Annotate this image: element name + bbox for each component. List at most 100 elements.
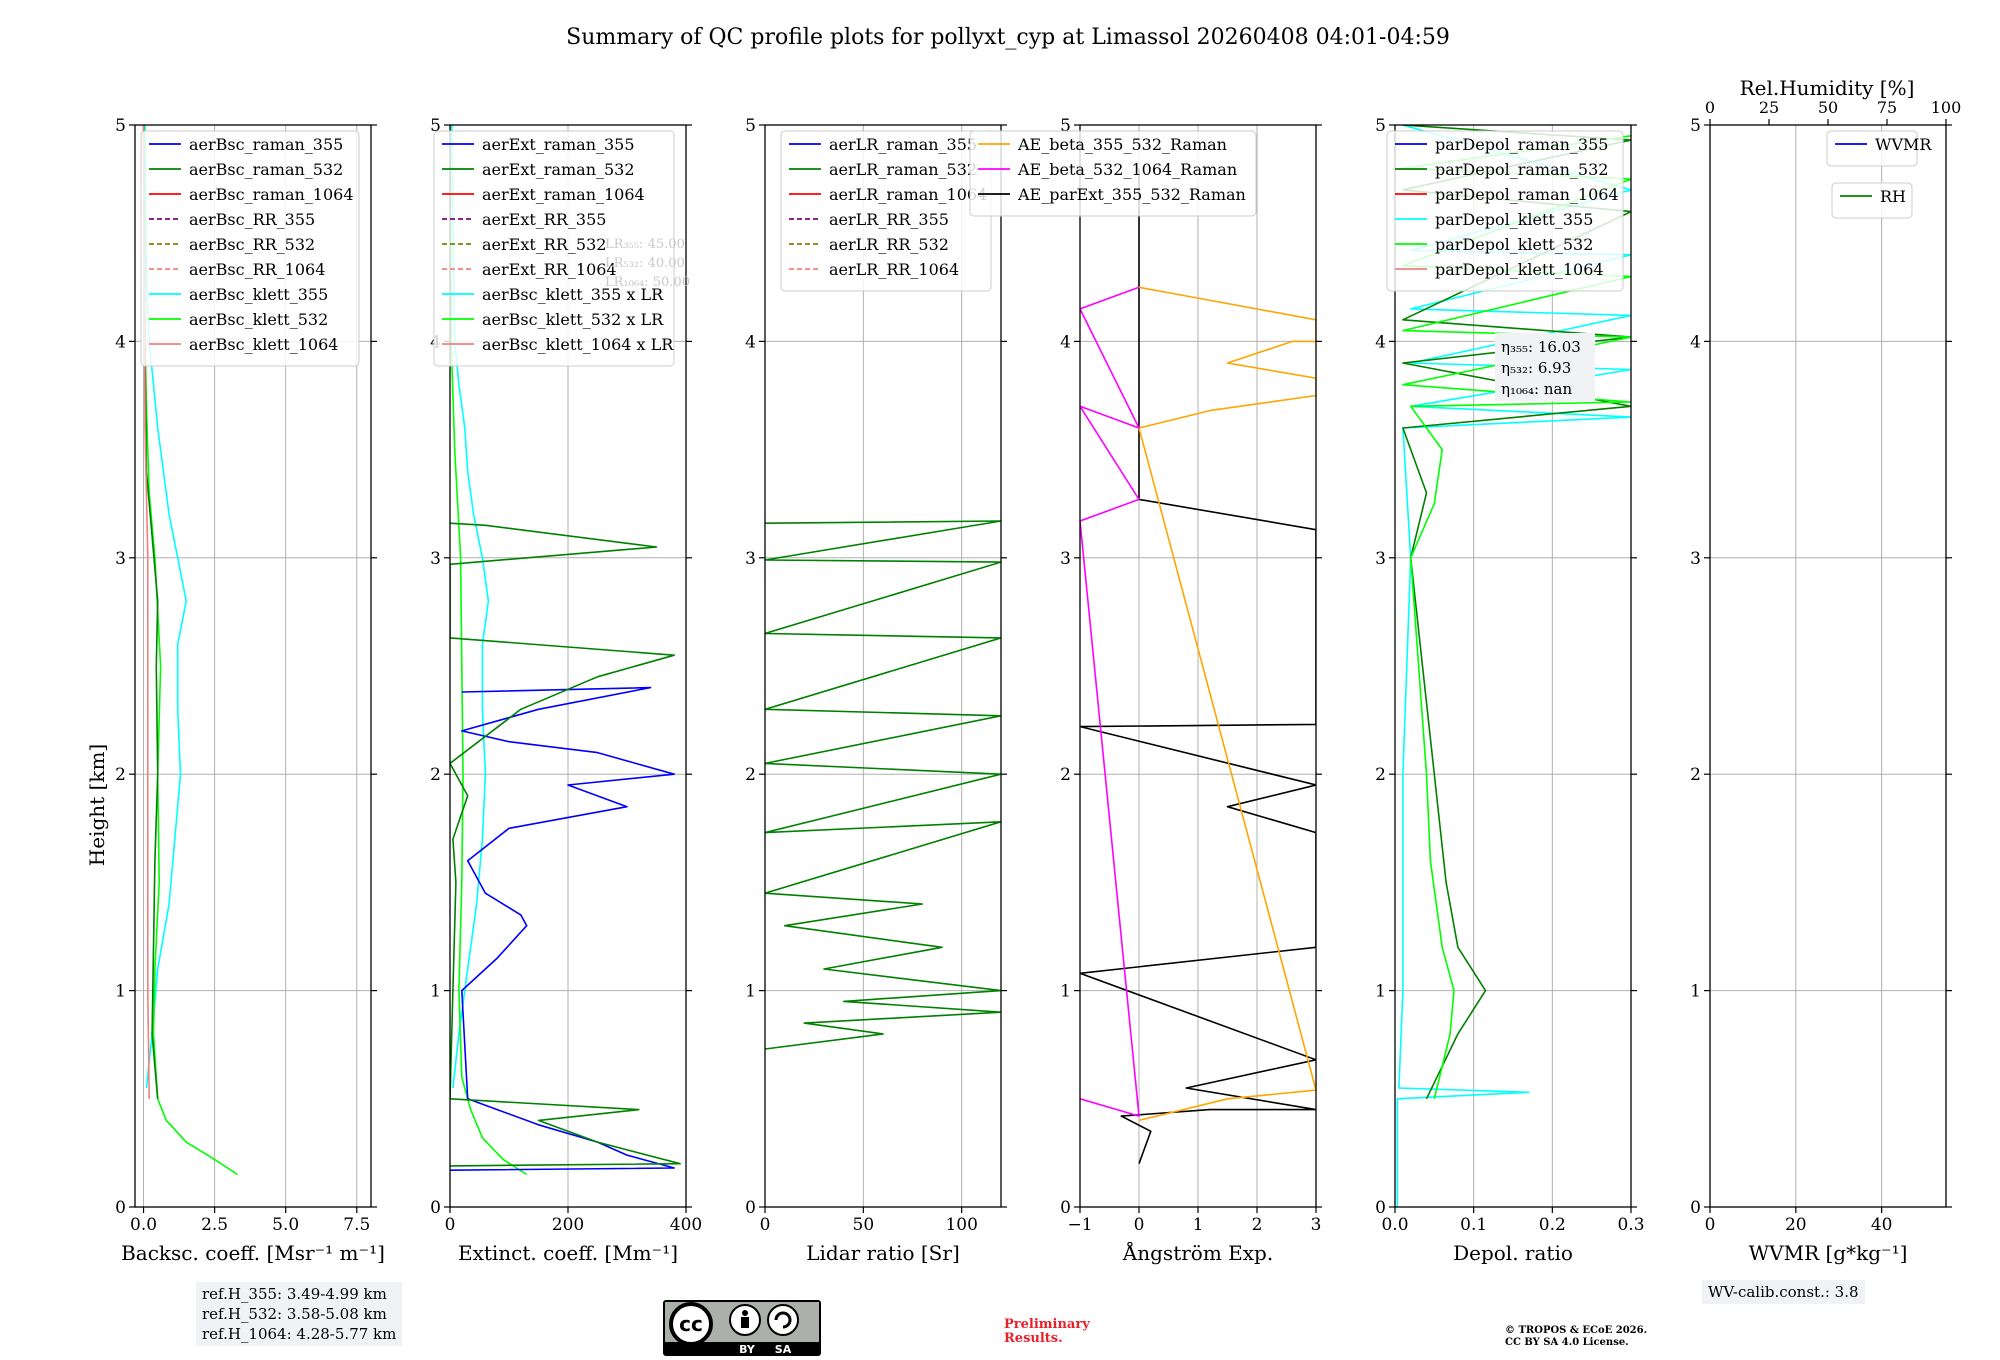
y-tick-label: 3 xyxy=(115,549,126,569)
x-tick-label: 0.2 xyxy=(1539,1215,1566,1235)
y-tick-label: 1 xyxy=(745,982,756,1002)
legend-entry: aerBsc_raman_355 xyxy=(189,135,343,154)
legend-entry: aerExt_RR_532 xyxy=(482,235,606,254)
legend-box xyxy=(433,130,675,367)
legend-entry: aerExt_RR_1064 xyxy=(482,260,617,279)
legend: WVMR xyxy=(1826,130,1932,167)
legend: AE_beta_355_532_Raman AE_beta_532_1064_Ra… xyxy=(969,130,1257,217)
x-tick-label: 2 xyxy=(1252,1215,1263,1235)
legend: aerLR_raman_355 aerLR_raman_532 aerLR_rama… xyxy=(780,130,992,292)
legend-entry: aerLR_RR_532 xyxy=(829,235,949,254)
profile-panels: 0.0 2.5 5.0 7.5 0 1 2 3 4 5 Backsc. coeff. [Msr⁻¹ … xyxy=(115,76,1961,1265)
legend-entry: aerBsc_RR_532 xyxy=(189,235,315,254)
cc-sa-label: SA xyxy=(775,1343,792,1356)
series-group xyxy=(765,520,1001,1050)
y-tick-label: 1 xyxy=(1690,982,1701,1002)
y-tick-label: 4 xyxy=(1690,332,1701,352)
y-axis-label: Height [km] xyxy=(85,744,109,866)
legend-entry: aerExt_raman_355 xyxy=(482,135,635,154)
series-aerExt_raman_532 xyxy=(450,522,681,1167)
legend-entry: aerBsc_RR_1064 xyxy=(189,260,325,279)
x-tick-label: 3 xyxy=(1311,1215,1322,1235)
legend-entry: aerBsc_raman_1064 xyxy=(189,185,354,204)
legend-box xyxy=(1831,182,1913,219)
series-AE_parExt_355_532_Raman xyxy=(1080,168,1316,1164)
ref-height-355: ref.H_355: 3.49-4.99 km xyxy=(202,1285,387,1303)
y-tick-label: 1 xyxy=(115,982,126,1002)
y-tick-label: 0 xyxy=(1375,1198,1386,1218)
y-tick-label: 0 xyxy=(430,1198,441,1218)
legend-entry: RH xyxy=(1880,187,1906,206)
y-tick-label: 2 xyxy=(430,765,441,785)
y-tick-label: 1 xyxy=(1375,982,1386,1002)
y-tick-label: 3 xyxy=(1060,549,1071,569)
y-tick-label: 5 xyxy=(430,116,441,136)
y-tick-label: 2 xyxy=(115,765,126,785)
legend-box xyxy=(969,130,1257,217)
panel-depol: 0.0 0.1 0.2 0.3 0 1 2 3 4 5 Depol. ratio parDepol_r… xyxy=(1375,116,1644,1265)
series-AE_beta_532_1064_Raman xyxy=(1080,286,1140,1117)
legend-entry: aerLR_RR_1064 xyxy=(829,260,959,279)
y-tick-label: 5 xyxy=(1060,116,1071,136)
legend: parDepol_raman_355 parDepol_raman_532 parD… xyxy=(1386,130,1624,292)
legend-entry: aerBsc_klett_532 x LR xyxy=(482,310,664,329)
panel-wv: 0 20 40 0 1 2 3 4 5 WVMR [g*kg⁻¹] 0 25 50 75 100 Rel.Hu… xyxy=(1690,76,1961,1265)
top-x-tick-label: 100 xyxy=(1931,98,1962,117)
legend-entry: parDepol_klett_532 xyxy=(1435,235,1593,254)
legend-entry: aerBsc_klett_1064 x LR xyxy=(482,335,674,354)
legend-entry: AE_beta_355_532_Raman xyxy=(1017,135,1227,154)
preliminary-line-1: Preliminary xyxy=(1004,1317,1090,1332)
y-tick-label: 0 xyxy=(1690,1198,1701,1218)
top-x-tick-label: 0 xyxy=(1705,98,1715,117)
eta-box-bg xyxy=(1495,333,1595,401)
x-tick-label: 0.0 xyxy=(1381,1215,1408,1235)
legend-entry: aerLR_raman_532 xyxy=(829,160,977,179)
axes-frame xyxy=(764,124,1002,1208)
x-tick-label: 0 xyxy=(1705,1215,1716,1235)
lr-label: LR₁₀₆₄: 50.00 xyxy=(605,275,690,290)
x-tick-label: 0 xyxy=(445,1215,456,1235)
y-tick-label: 4 xyxy=(745,332,756,352)
series-aerBsc_klett_532 xyxy=(143,125,238,1176)
y-tick-label: 0 xyxy=(745,1198,756,1218)
lr-label: LR₅₃₂: 40.00 xyxy=(605,256,685,271)
preliminary-line-2: Results. xyxy=(1004,1331,1063,1346)
series-aerBsc_klett_532 x LR xyxy=(450,125,528,1176)
y-tick-label: 4 xyxy=(1375,332,1386,352)
legend-entry: WVMR xyxy=(1875,135,1932,154)
x-tick-label: 2.5 xyxy=(201,1215,228,1235)
legend-entry: AE_beta_532_1064_Raman xyxy=(1017,160,1237,179)
series-aerBsc_klett_1064 xyxy=(142,125,150,1099)
y-tick-label: 3 xyxy=(1375,549,1386,569)
legend-entry: parDepol_klett_355 xyxy=(1435,210,1593,229)
series-AE_beta_355_532_Raman xyxy=(1138,286,1316,1122)
series-group xyxy=(450,125,681,1176)
y-tick-label: 2 xyxy=(1375,765,1386,785)
x-tick-label: −1 xyxy=(1067,1215,1092,1235)
preliminary-note: Preliminary Results. xyxy=(1004,1318,1090,1346)
legend-entry: parDepol_raman_532 xyxy=(1435,160,1608,179)
legend-entry: aerBsc_klett_355 x LR xyxy=(482,285,664,304)
wv-calibration-box: WV-calib.const.: 3.8 xyxy=(1702,1280,1865,1304)
series-aerExt_raman_355 xyxy=(450,686,676,1171)
panel-bsc: 0.0 2.5 5.0 7.5 0 1 2 3 4 5 Backsc. coeff. [Msr⁻¹ … xyxy=(115,116,385,1265)
x-tick-label: 50 xyxy=(853,1215,875,1235)
y-tick-label: 1 xyxy=(430,982,441,1002)
x-axis-label: Lidar ratio [Sr] xyxy=(806,1241,960,1265)
figure-title: Summary of QC profile plots for pollyxt_… xyxy=(566,25,1450,50)
x-tick-label: 0.1 xyxy=(1460,1215,1487,1235)
top-x-tick-label: 75 xyxy=(1877,98,1897,117)
eta-box: η₃₅₅: 16.03 η₅₃₂: 6.93 η₁₀₆₄: nan xyxy=(1495,333,1595,401)
legend-entry: aerLR_RR_355 xyxy=(829,210,949,229)
legend-entry: aerExt_raman_1064 xyxy=(482,185,645,204)
eta-label: η₅₃₂: 6.93 xyxy=(1501,359,1571,377)
y-tick-label: 4 xyxy=(115,332,126,352)
lr-label: LR₃₅₅: 45.00 xyxy=(605,237,685,252)
x-tick-label: 400 xyxy=(670,1215,702,1235)
legend-entry: aerLR_raman_355 xyxy=(829,135,977,154)
y-tick-label: 2 xyxy=(1060,765,1071,785)
x-tick-label: 40 xyxy=(1871,1215,1893,1235)
x-tick-label: 20 xyxy=(1785,1215,1807,1235)
legend-entry: parDepol_klett_1064 xyxy=(1435,260,1604,279)
